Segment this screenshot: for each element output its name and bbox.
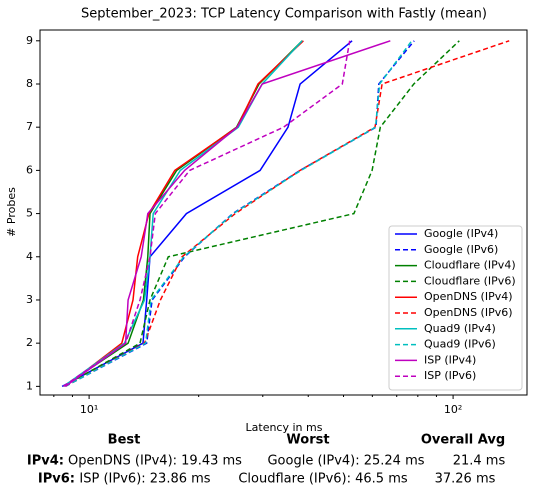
y-tick-label: 6 xyxy=(26,163,33,176)
legend-label: ISP (IPv6) xyxy=(424,369,476,382)
y-tick-label: 4 xyxy=(26,250,33,263)
x-tick-label: 10² xyxy=(444,403,462,416)
y-tick-label: 2 xyxy=(26,336,33,349)
y-axis-label: # Probes xyxy=(5,187,18,237)
y-tick-label: 5 xyxy=(26,207,33,220)
header: Overall Avg xyxy=(421,433,505,448)
chart-title: September_2023: TCP Latency Comparison w… xyxy=(81,7,487,22)
row-label: IPv4: xyxy=(27,454,64,469)
series-line xyxy=(64,40,391,388)
plot-frame xyxy=(39,29,528,396)
y-tick-label: 9 xyxy=(26,34,33,47)
legend-label: ISP (IPv4) xyxy=(424,353,476,366)
series-line xyxy=(64,40,510,388)
x-tick-label: 10¹ xyxy=(80,403,98,416)
header: Worst xyxy=(286,433,329,448)
cell: Cloudflare (IPv6): 46.5 ms xyxy=(238,472,408,487)
row-label: IPv6: xyxy=(38,472,75,487)
header: Best xyxy=(108,433,141,448)
y-tick-label: 1 xyxy=(26,379,33,392)
legend-label: Cloudflare (IPv4) xyxy=(424,259,516,272)
legend-label: Google (IPv4) xyxy=(424,227,498,240)
series-line xyxy=(62,40,351,388)
series-line xyxy=(61,40,353,388)
legend-box xyxy=(388,225,523,391)
series-line xyxy=(63,40,460,388)
legend-label: Google (IPv6) xyxy=(424,243,498,256)
cell: ISP (IPv6): 23.86 ms xyxy=(79,472,210,487)
y-tick-label: 7 xyxy=(26,120,33,133)
cell: Google (IPv4): 25.24 ms xyxy=(267,454,424,469)
x-axis-label: Latency in ms xyxy=(246,421,323,434)
series-line xyxy=(64,40,413,388)
series-line xyxy=(64,40,304,387)
y-tick-label: 3 xyxy=(26,293,33,306)
legend-label: Cloudflare (IPv6) xyxy=(424,274,516,287)
y-tick-label: 8 xyxy=(26,77,33,90)
cell: 37.26 ms xyxy=(435,472,496,487)
legend-label: OpenDNS (IPv4) xyxy=(424,290,513,303)
legend-label: Quad9 (IPv6) xyxy=(424,338,496,351)
legend-label: Quad9 (IPv4) xyxy=(424,322,496,335)
legend-label: OpenDNS (IPv6) xyxy=(424,306,513,319)
cell: 21.4 ms xyxy=(453,454,506,469)
cell: OpenDNS (IPv4): 19.43 ms xyxy=(68,454,242,469)
